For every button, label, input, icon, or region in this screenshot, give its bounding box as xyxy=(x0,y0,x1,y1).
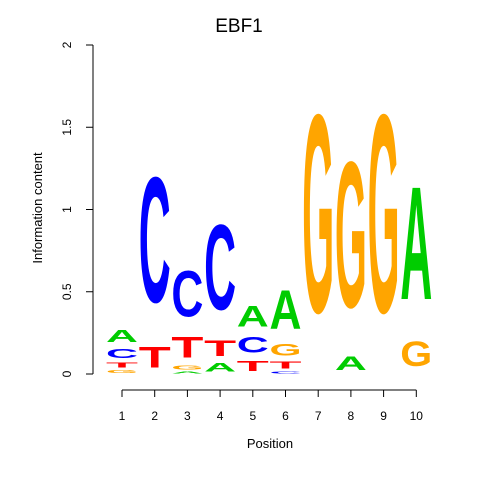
y-axis: 0 0.5 1 1.5 2 xyxy=(60,41,94,377)
x-tick-label: 2 xyxy=(151,409,158,423)
x-tick-label: 4 xyxy=(217,409,224,423)
logo-letter-c: C xyxy=(171,257,203,331)
x-axis-label: Position xyxy=(247,436,293,451)
x-tick-label: 7 xyxy=(315,409,322,423)
logo-letter-t: T xyxy=(237,358,270,374)
logo-letter-a: A xyxy=(237,300,269,333)
y-tick-label: 1 xyxy=(60,206,74,213)
logo-letter-a: A xyxy=(171,371,203,374)
y-tick-label: 1.5 xyxy=(60,119,74,136)
logo-letter-g: G xyxy=(171,364,203,371)
logo-letter-c: C xyxy=(204,200,236,336)
logo-letter-a: A xyxy=(270,278,302,341)
logo-letter-a: A xyxy=(106,326,138,346)
logo-letter-g: G xyxy=(335,118,367,351)
logo-letter-a: A xyxy=(400,154,432,334)
logo-letter-a: A xyxy=(335,353,367,374)
y-tick-label: 0.5 xyxy=(60,283,74,300)
logo-letter-t: T xyxy=(270,359,302,370)
logo-letter-c: C xyxy=(237,333,269,358)
logo-letter-g: G xyxy=(106,369,138,374)
y-tick-label: 2 xyxy=(60,41,74,48)
logo-letter-c: C xyxy=(270,371,302,374)
x-tick-label: 9 xyxy=(380,409,387,423)
logo-letter-c: C xyxy=(139,140,171,340)
x-tick-label: 8 xyxy=(348,409,355,423)
logo-letter-t: T xyxy=(204,336,237,361)
logo-letter-t: T xyxy=(106,361,138,369)
logo-letter-g: G xyxy=(270,341,302,359)
x-tick-label: 1 xyxy=(119,409,126,423)
logo-letter-t: T xyxy=(171,331,203,364)
x-tick-label: 3 xyxy=(184,409,191,423)
logo-letter-t: T xyxy=(139,341,171,374)
y-axis-label: Information content xyxy=(30,152,45,264)
y-tick-label: 0 xyxy=(60,370,74,377)
logo-letter-g: G xyxy=(302,56,334,372)
x-tick-label: 6 xyxy=(282,409,289,423)
x-axis: 1 2 3 4 5 6 7 8 9 10 xyxy=(119,389,424,423)
logo-letter-c: C xyxy=(106,346,138,361)
logo-letter-g: G xyxy=(368,56,400,372)
x-tick-label: 10 xyxy=(410,409,424,423)
logo-letter-a: A xyxy=(204,361,236,374)
logo-letter-g: G xyxy=(400,335,432,375)
x-tick-label: 5 xyxy=(249,409,256,423)
chart-title: EBF1 xyxy=(215,16,263,37)
